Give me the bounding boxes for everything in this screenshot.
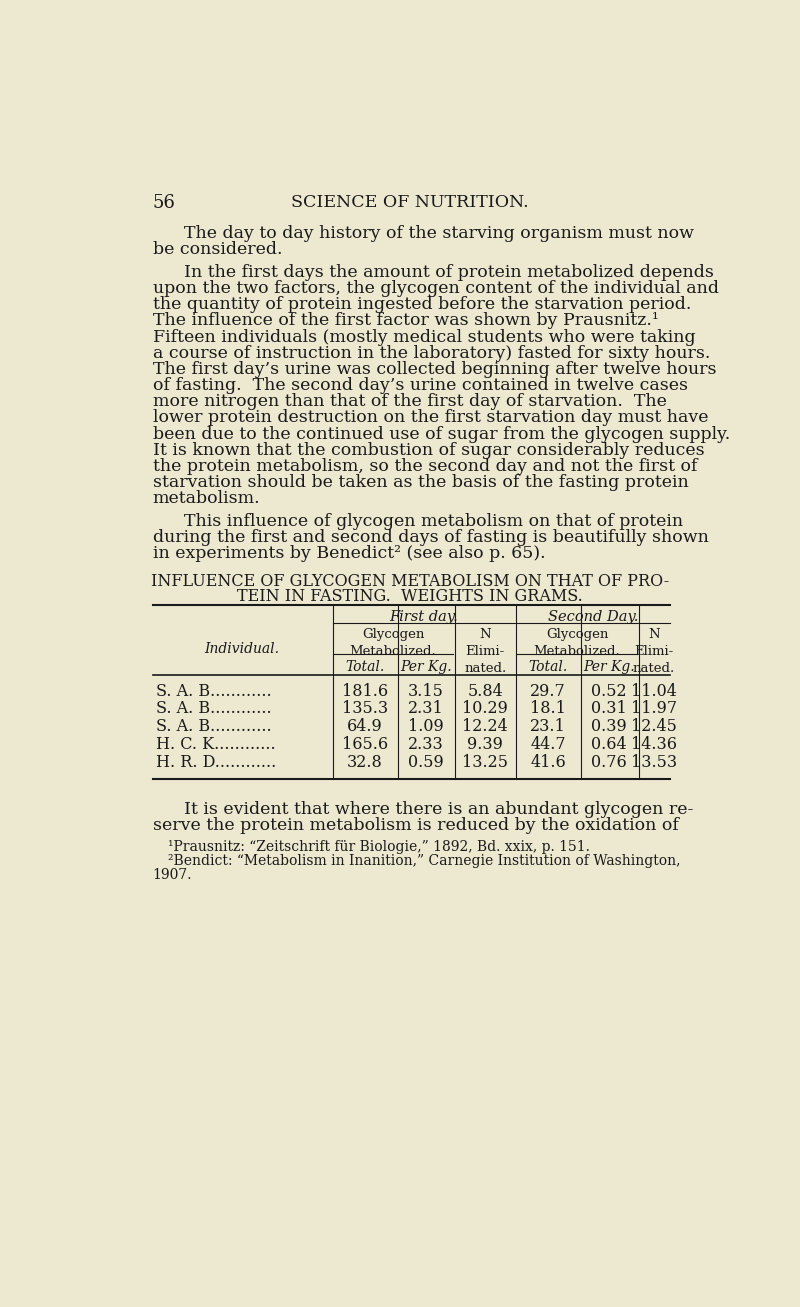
Text: 12.45: 12.45	[631, 718, 677, 735]
Text: during the first and second days of fasting is beautifully shown: during the first and second days of fast…	[153, 529, 709, 546]
Text: 3.15: 3.15	[408, 682, 444, 699]
Text: First day.: First day.	[390, 610, 458, 625]
Text: 9.39: 9.39	[467, 736, 503, 753]
Text: serve the protein metabolism is reduced by the oxidation of: serve the protein metabolism is reduced …	[153, 817, 678, 834]
Text: Per Kg.: Per Kg.	[400, 660, 452, 673]
Text: 44.7: 44.7	[530, 736, 566, 753]
Text: 23.1: 23.1	[530, 718, 566, 735]
Text: SCIENCE OF NUTRITION.: SCIENCE OF NUTRITION.	[291, 193, 529, 210]
Text: upon the two factors, the glycogen content of the individual and: upon the two factors, the glycogen conte…	[153, 280, 718, 297]
Text: Per Kg.: Per Kg.	[583, 660, 634, 673]
Text: 0.39: 0.39	[591, 718, 626, 735]
Text: a course of instruction in the laboratory) fasted for sixty hours.: a course of instruction in the laborator…	[153, 345, 710, 362]
Text: Glycogen
Metabolized.: Glycogen Metabolized.	[350, 629, 436, 659]
Text: the protein metabolism, so the second day and not the first of: the protein metabolism, so the second da…	[153, 457, 698, 474]
Text: Fifteen individuals (mostly medical students who were taking: Fifteen individuals (mostly medical stud…	[153, 328, 695, 345]
Text: 56: 56	[153, 193, 175, 212]
Text: 1.09: 1.09	[408, 718, 444, 735]
Text: 32.8: 32.8	[346, 754, 382, 771]
Text: N
Elimi-
nated.: N Elimi- nated.	[464, 629, 506, 676]
Text: 0.59: 0.59	[408, 754, 444, 771]
Text: 181.6: 181.6	[342, 682, 388, 699]
Text: 1907.: 1907.	[153, 868, 192, 882]
Text: INFLUENCE OF GLYCOGEN METABOLISM ON THAT OF PRO-: INFLUENCE OF GLYCOGEN METABOLISM ON THAT…	[151, 574, 669, 591]
Text: S. A. B............: S. A. B............	[156, 701, 271, 718]
Text: The influence of the first factor was shown by Prausnitz.¹: The influence of the first factor was sh…	[153, 312, 658, 329]
Text: 41.6: 41.6	[530, 754, 566, 771]
Text: This influence of glycogen metabolism on that of protein: This influence of glycogen metabolism on…	[184, 512, 683, 529]
Text: TEIN IN FASTING.  WEIGHTS IN GRAMS.: TEIN IN FASTING. WEIGHTS IN GRAMS.	[237, 588, 583, 605]
Text: 2.31: 2.31	[408, 701, 444, 718]
Text: The first day’s urine was collected beginning after twelve hours: The first day’s urine was collected begi…	[153, 361, 716, 378]
Text: lower protein destruction on the first starvation day must have: lower protein destruction on the first s…	[153, 409, 708, 426]
Text: more nitrogen than that of the first day of starvation.  The: more nitrogen than that of the first day…	[153, 393, 666, 410]
Text: Total.: Total.	[345, 660, 384, 673]
Text: 11.04: 11.04	[631, 682, 677, 699]
Text: Individual.: Individual.	[204, 642, 279, 656]
Text: the quantity of protein ingested before the starvation period.: the quantity of protein ingested before …	[153, 297, 691, 314]
Text: 13.25: 13.25	[462, 754, 508, 771]
Text: 13.53: 13.53	[631, 754, 677, 771]
Text: 14.36: 14.36	[631, 736, 677, 753]
Text: It is evident that where there is an abundant glycogen re-: It is evident that where there is an abu…	[184, 801, 693, 818]
Text: 2.33: 2.33	[408, 736, 444, 753]
Text: 0.52: 0.52	[591, 682, 626, 699]
Text: Total.: Total.	[528, 660, 567, 673]
Text: starvation should be taken as the basis of the fasting protein: starvation should be taken as the basis …	[153, 474, 689, 491]
Text: H. C. K............: H. C. K............	[156, 736, 275, 753]
Text: 18.1: 18.1	[530, 701, 566, 718]
Text: 0.76: 0.76	[591, 754, 626, 771]
Text: 165.6: 165.6	[342, 736, 388, 753]
Text: 11.97: 11.97	[631, 701, 677, 718]
Text: in experiments by Benedict² (see also p. 65).: in experiments by Benedict² (see also p.…	[153, 545, 546, 562]
Text: 5.84: 5.84	[467, 682, 503, 699]
Text: be considered.: be considered.	[153, 240, 282, 257]
Text: 0.31: 0.31	[591, 701, 626, 718]
Text: The day to day history of the starving organism must now: The day to day history of the starving o…	[184, 225, 694, 242]
Text: It is known that the combustion of sugar considerably reduces: It is known that the combustion of sugar…	[153, 442, 704, 459]
Text: 0.64: 0.64	[591, 736, 626, 753]
Text: Second Day.: Second Day.	[548, 610, 638, 625]
Text: H. R. D............: H. R. D............	[156, 754, 276, 771]
Text: S. A. B............: S. A. B............	[156, 718, 271, 735]
Text: been due to the continued use of sugar from the glycogen supply.: been due to the continued use of sugar f…	[153, 426, 730, 443]
Text: 64.9: 64.9	[346, 718, 382, 735]
Text: 12.24: 12.24	[462, 718, 508, 735]
Text: In the first days the amount of protein metabolized depends: In the first days the amount of protein …	[184, 264, 714, 281]
Text: 10.29: 10.29	[462, 701, 508, 718]
Text: ¹Prausnitz: “Zeitschrift für Biologie,” 1892, Bd. xxix, p. 151.: ¹Prausnitz: “Zeitschrift für Biologie,” …	[168, 840, 590, 853]
Text: ²Bendict: “Metabolism in Inanition,” Carnegie Institution of Washington,: ²Bendict: “Metabolism in Inanition,” Car…	[168, 855, 681, 868]
Text: N
Elimi-
nated.: N Elimi- nated.	[633, 629, 675, 676]
Text: 135.3: 135.3	[342, 701, 388, 718]
Text: metabolism.: metabolism.	[153, 490, 260, 507]
Text: 29.7: 29.7	[530, 682, 566, 699]
Text: S. A. B............: S. A. B............	[156, 682, 271, 699]
Text: of fasting.  The second day’s urine contained in twelve cases: of fasting. The second day’s urine conta…	[153, 376, 688, 393]
Text: Glycogen
Metabolized.: Glycogen Metabolized.	[534, 629, 620, 659]
